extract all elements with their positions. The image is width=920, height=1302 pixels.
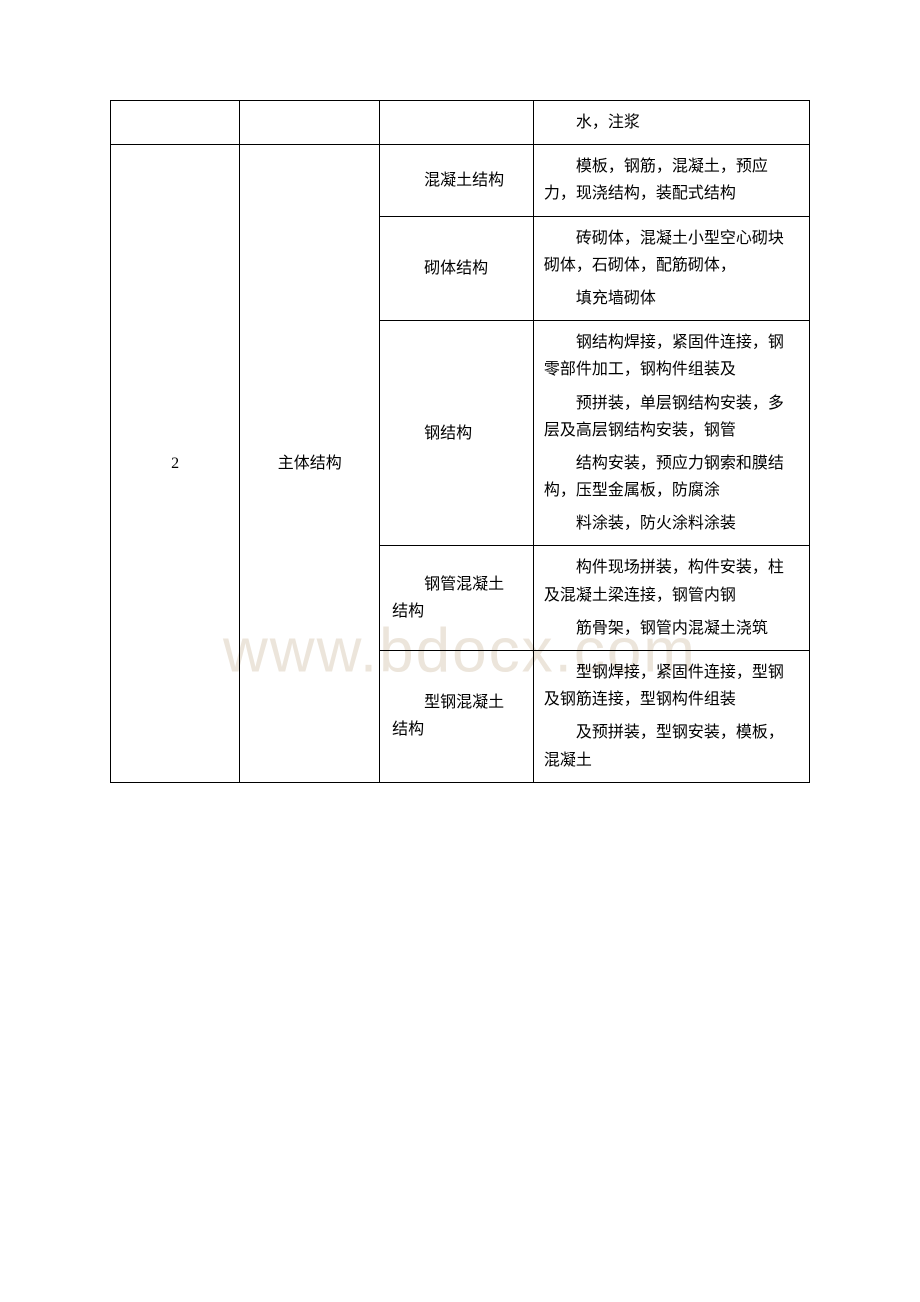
table-row: 水，注浆 — [111, 101, 810, 145]
cell-category — [240, 101, 380, 145]
subcategory-text: 钢结构 — [392, 420, 527, 447]
subcategory-text: 钢管混凝土 — [392, 571, 527, 598]
subcategory-text: 型钢混凝土 — [392, 689, 527, 716]
cell-detail: 型钢焊接，紧固件连接，型钢及钢筋连接，型钢构件组装 及预拼装，型钢安装，模板，混… — [533, 651, 809, 783]
cell-detail: 模板，钢筋，混凝土，预应力，现浇结构，装配式结构 — [533, 145, 809, 216]
cell-detail: 钢结构焊接，紧固件连接，钢零部件加工，钢构件组装及 预拼装，单层钢结构安装，多层… — [533, 321, 809, 546]
table-row: 2 主体结构 混凝土结构 模板，钢筋，混凝土，预应力，现浇结构，装配式结构 — [111, 145, 810, 216]
subcategory-text: 结构 — [392, 598, 527, 625]
detail-text: 型钢焊接，紧固件连接，型钢及钢筋连接，型钢构件组装 — [544, 659, 799, 713]
construction-table: 水，注浆 2 主体结构 混凝土结构 模板，钢筋，混凝土，预应力，现浇结构，装配式… — [110, 100, 810, 783]
cell-subcategory: 钢结构 — [380, 321, 534, 546]
cell-subcategory: 混凝土结构 — [380, 145, 534, 216]
cell-index: 2 — [111, 145, 240, 783]
detail-text: 预拼装，单层钢结构安装，多层及高层钢结构安装，钢管 — [544, 390, 799, 444]
detail-text: 钢结构焊接，紧固件连接，钢零部件加工，钢构件组装及 — [544, 329, 799, 383]
subcategory-text: 砌体结构 — [392, 255, 527, 282]
detail-text: 及预拼装，型钢安装，模板，混凝土 — [544, 719, 799, 773]
detail-text: 模板，钢筋，混凝土，预应力，现浇结构，装配式结构 — [544, 153, 799, 207]
subcategory-text: 混凝土结构 — [392, 167, 527, 194]
detail-text: 填充墙砌体 — [544, 285, 799, 312]
cell-category: 主体结构 — [240, 145, 380, 783]
cell-detail: 构件现场拼装，构件安装，柱及混凝土梁连接，钢管内钢 筋骨架，钢管内混凝土浇筑 — [533, 546, 809, 651]
detail-text: 砖砌体，混凝土小型空心砌块砌体，石砌体，配筋砌体， — [544, 225, 799, 279]
detail-text: 水，注浆 — [544, 109, 799, 136]
cell-index — [111, 101, 240, 145]
cell-subcategory: 砌体结构 — [380, 216, 534, 321]
detail-text: 筋骨架，钢管内混凝土浇筑 — [544, 615, 799, 642]
detail-text: 构件现场拼装，构件安装，柱及混凝土梁连接，钢管内钢 — [544, 554, 799, 608]
subcategory-text: 结构 — [392, 716, 527, 743]
cell-subcategory: 钢管混凝土 结构 — [380, 546, 534, 651]
cell-detail: 砖砌体，混凝土小型空心砌块砌体，石砌体，配筋砌体， 填充墙砌体 — [533, 216, 809, 321]
cell-detail: 水，注浆 — [533, 101, 809, 145]
cell-subcategory: 型钢混凝土 结构 — [380, 651, 534, 783]
cell-subcategory — [380, 101, 534, 145]
detail-text: 料涂装，防火涂料涂装 — [544, 510, 799, 537]
detail-text: 结构安装，预应力钢索和膜结构，压型金属板，防腐涂 — [544, 450, 799, 504]
